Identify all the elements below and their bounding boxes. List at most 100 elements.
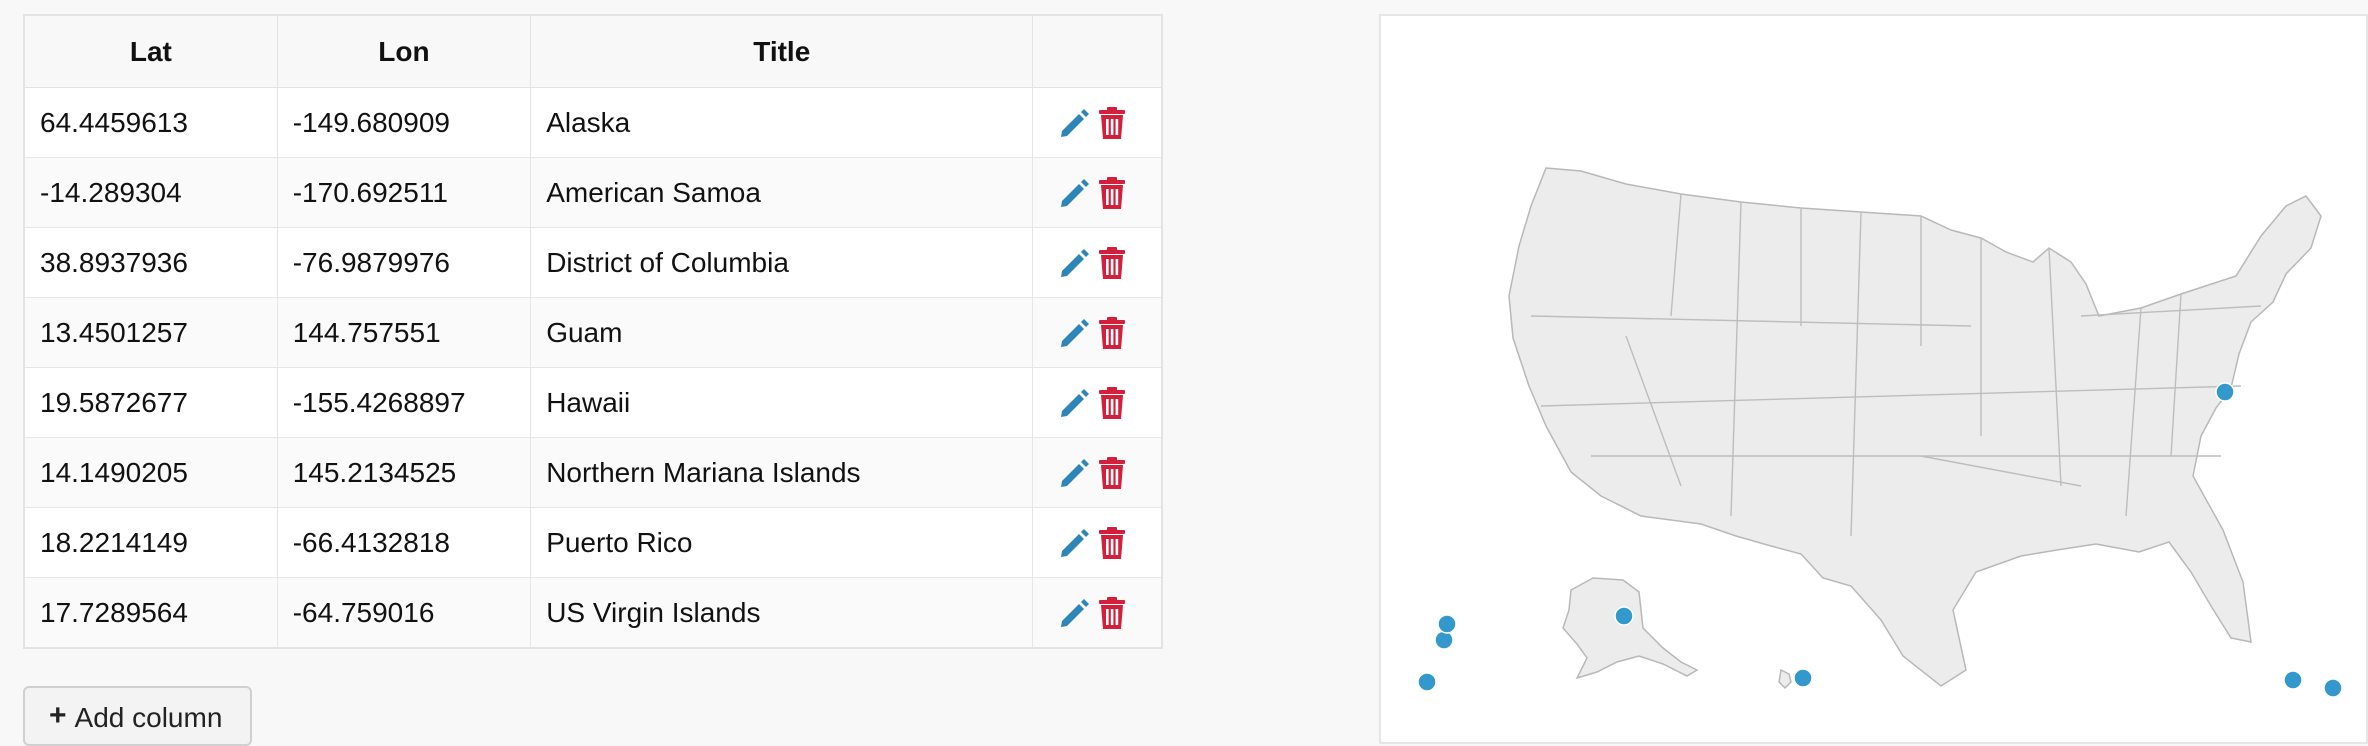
cell-lat[interactable]: -14.289304	[23, 157, 278, 228]
column-header-lon[interactable]: Lon	[276, 14, 532, 88]
cell-actions	[1032, 157, 1163, 228]
cell-lon[interactable]: -76.9879976	[276, 227, 532, 298]
trash-icon	[1099, 526, 1126, 559]
trash-icon	[1099, 246, 1126, 279]
delete-button[interactable]	[1097, 246, 1127, 280]
map-markers	[1417, 382, 2343, 698]
delete-button[interactable]	[1097, 316, 1127, 350]
state-border-line	[1540, 385, 2242, 407]
state-border-line	[1530, 315, 1972, 327]
map-marker[interactable]	[2283, 670, 2303, 690]
state-border-line	[1670, 193, 1682, 317]
cell-lat[interactable]: 38.8937936	[23, 227, 278, 298]
state-border-line	[2125, 307, 2142, 517]
delete-button[interactable]	[1097, 456, 1127, 490]
cell-actions	[1032, 367, 1163, 438]
edit-button[interactable]	[1057, 596, 1091, 630]
pencil-icon	[1061, 178, 1090, 207]
cell-lat[interactable]: 17.7289564	[23, 577, 278, 649]
table-row[interactable]: 64.4459613 -149.680909 Alaska	[23, 87, 1163, 158]
map-panel[interactable]	[1379, 14, 2368, 744]
table-body: 64.4459613 -149.680909 Alaska -14.289304 -17…	[23, 87, 1163, 649]
pencil-icon	[1061, 528, 1090, 557]
trash-icon	[1099, 456, 1126, 489]
map-marker[interactable]	[1614, 606, 1634, 626]
table-row[interactable]: 13.4501257 144.757551 Guam	[23, 297, 1163, 368]
map-marker[interactable]	[1437, 614, 1457, 634]
cell-lon[interactable]: -170.692511	[276, 157, 532, 228]
cell-actions	[1032, 437, 1163, 508]
table-header-row: Lat Lon Title	[23, 14, 1163, 88]
edit-button[interactable]	[1057, 386, 1091, 420]
edit-button[interactable]	[1057, 456, 1091, 490]
state-border-line	[2080, 305, 2262, 317]
cell-lat[interactable]: 14.1490205	[23, 437, 278, 508]
cell-lon[interactable]: -149.680909	[276, 87, 532, 158]
map-marker[interactable]	[1793, 668, 1813, 688]
cell-title[interactable]: American Samoa	[530, 157, 1034, 228]
delete-button[interactable]	[1097, 106, 1127, 140]
edit-button[interactable]	[1057, 176, 1091, 210]
trash-icon	[1099, 386, 1126, 419]
cell-title[interactable]: Alaska	[530, 87, 1034, 158]
map-marker[interactable]	[2323, 678, 2343, 698]
cell-title[interactable]: Northern Mariana Islands	[530, 437, 1034, 508]
cell-actions	[1032, 507, 1163, 578]
edit-button[interactable]	[1057, 526, 1091, 560]
column-header-lat[interactable]: Lat	[23, 14, 278, 88]
cell-lon[interactable]: 145.2134525	[276, 437, 532, 508]
table-row[interactable]: 17.7289564 -64.759016 US Virgin Islands	[23, 577, 1163, 649]
delete-button[interactable]	[1097, 386, 1127, 420]
cell-lon[interactable]: 144.757551	[276, 297, 532, 368]
edit-button[interactable]	[1057, 246, 1091, 280]
cell-lon[interactable]: -64.759016	[276, 577, 532, 649]
edit-button[interactable]	[1057, 316, 1091, 350]
locations-table: Lat Lon Title 64.4459613 -149.680909 Alask…	[23, 14, 1163, 649]
state-borders	[1530, 193, 2262, 537]
map-marker[interactable]	[1434, 630, 1454, 650]
pencil-icon	[1061, 598, 1090, 627]
table-row[interactable]: 18.2214149 -66.4132818 Puerto Rico	[23, 507, 1163, 578]
cell-actions	[1032, 577, 1163, 649]
cell-title[interactable]: Guam	[530, 297, 1034, 368]
pencil-icon	[1061, 318, 1090, 347]
pencil-icon	[1061, 388, 1090, 417]
cell-lat[interactable]: 13.4501257	[23, 297, 278, 368]
pencil-icon	[1061, 248, 1090, 277]
cell-title[interactable]: Puerto Rico	[530, 507, 1034, 578]
delete-button[interactable]	[1097, 176, 1127, 210]
state-border-line	[1850, 211, 1862, 537]
map-marker[interactable]	[2215, 382, 2235, 402]
pencil-icon	[1061, 458, 1090, 487]
cell-title[interactable]: Hawaii	[530, 367, 1034, 438]
delete-button[interactable]	[1097, 596, 1127, 630]
cell-lat[interactable]: 19.5872677	[23, 367, 278, 438]
cell-lat[interactable]: 64.4459613	[23, 87, 278, 158]
cell-actions	[1032, 297, 1163, 368]
cell-lon[interactable]: -155.4268897	[276, 367, 532, 438]
trash-icon	[1099, 596, 1126, 629]
table-row[interactable]: -14.289304 -170.692511 American Samoa	[23, 157, 1163, 228]
delete-button[interactable]	[1097, 526, 1127, 560]
us-map[interactable]	[1381, 16, 2368, 746]
table-row[interactable]: 38.8937936 -76.9879976 District of Columbi…	[23, 227, 1163, 298]
map-marker[interactable]	[1417, 672, 1437, 692]
cell-title[interactable]: US Virgin Islands	[530, 577, 1034, 649]
table-row[interactable]: 19.5872677 -155.4268897 Hawaii	[23, 367, 1163, 438]
cell-lat[interactable]: 18.2214149	[23, 507, 278, 578]
cell-actions	[1032, 87, 1163, 158]
state-border-line	[1730, 201, 1742, 517]
cell-actions	[1032, 227, 1163, 298]
trash-icon	[1099, 106, 1126, 139]
column-header-title[interactable]: Title	[530, 14, 1034, 88]
cell-title[interactable]: District of Columbia	[530, 227, 1034, 298]
state-border-line	[1625, 335, 1682, 487]
cell-lon[interactable]: -66.4132818	[276, 507, 532, 578]
table-row[interactable]: 14.1490205 145.2134525 Northern Mariana Is…	[23, 437, 1163, 508]
state-border-line	[1920, 455, 2082, 487]
add-column-button[interactable]: + Add column	[23, 686, 252, 746]
edit-button[interactable]	[1057, 106, 1091, 140]
state-border-line	[2170, 293, 2182, 457]
column-header-actions	[1032, 14, 1163, 88]
pencil-icon	[1061, 108, 1090, 137]
